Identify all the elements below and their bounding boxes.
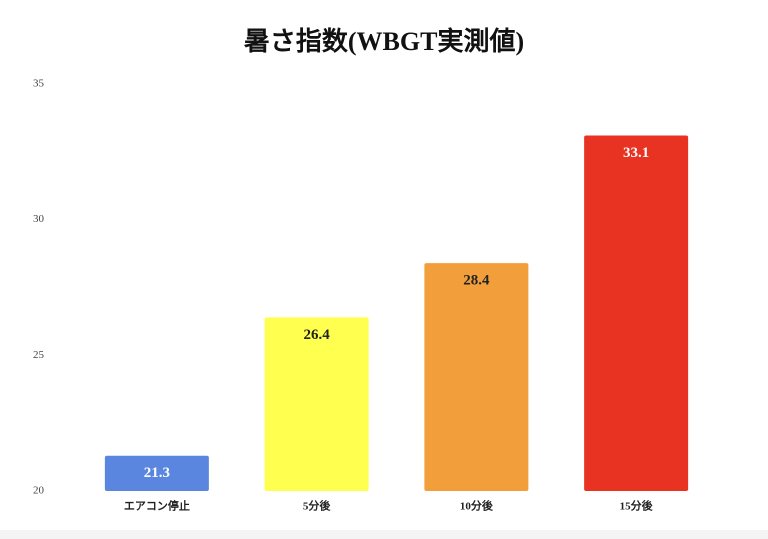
data-label: 21.3 [144, 465, 170, 481]
x-tick-label: 5分後 [303, 499, 331, 513]
bar [424, 263, 529, 491]
x-tick-label: エアコン停止 [124, 499, 190, 513]
bar [584, 135, 689, 491]
x-tick-label: 15分後 [620, 499, 654, 513]
x-tick-label: 10分後 [460, 499, 494, 513]
y-tick-label: 20 [33, 485, 45, 497]
y-tick-label: 25 [33, 349, 45, 361]
y-tick-label: 30 [33, 213, 45, 225]
data-label: 28.4 [463, 273, 490, 289]
chart-title: 暑さ指数(WBGT実測値) [244, 26, 524, 56]
footer-strip [0, 530, 768, 539]
data-label: 33.1 [623, 145, 649, 161]
bar [104, 455, 209, 491]
data-label: 26.4 [304, 327, 331, 343]
y-tick-label: 35 [33, 78, 45, 90]
bar [264, 317, 369, 491]
